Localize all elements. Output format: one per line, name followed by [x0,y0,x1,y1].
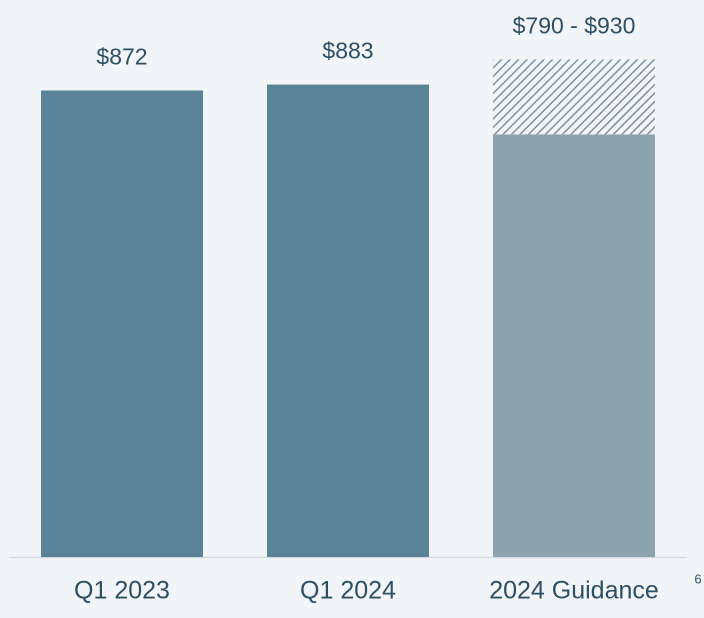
bar [267,84,429,557]
value-label: $883 [322,38,373,64]
value-label: $790 - $930 [513,13,636,39]
value-label: $872 [96,44,147,70]
bar [41,90,203,557]
x-tick-label: 2024 Guidance [489,577,659,605]
bar [493,134,655,557]
x-tick-label: Q1 2024 [300,577,396,605]
x-tick-label: Q1 2023 [74,577,170,605]
guidance-range [493,59,655,135]
footnote-marker: 6 [694,571,701,586]
